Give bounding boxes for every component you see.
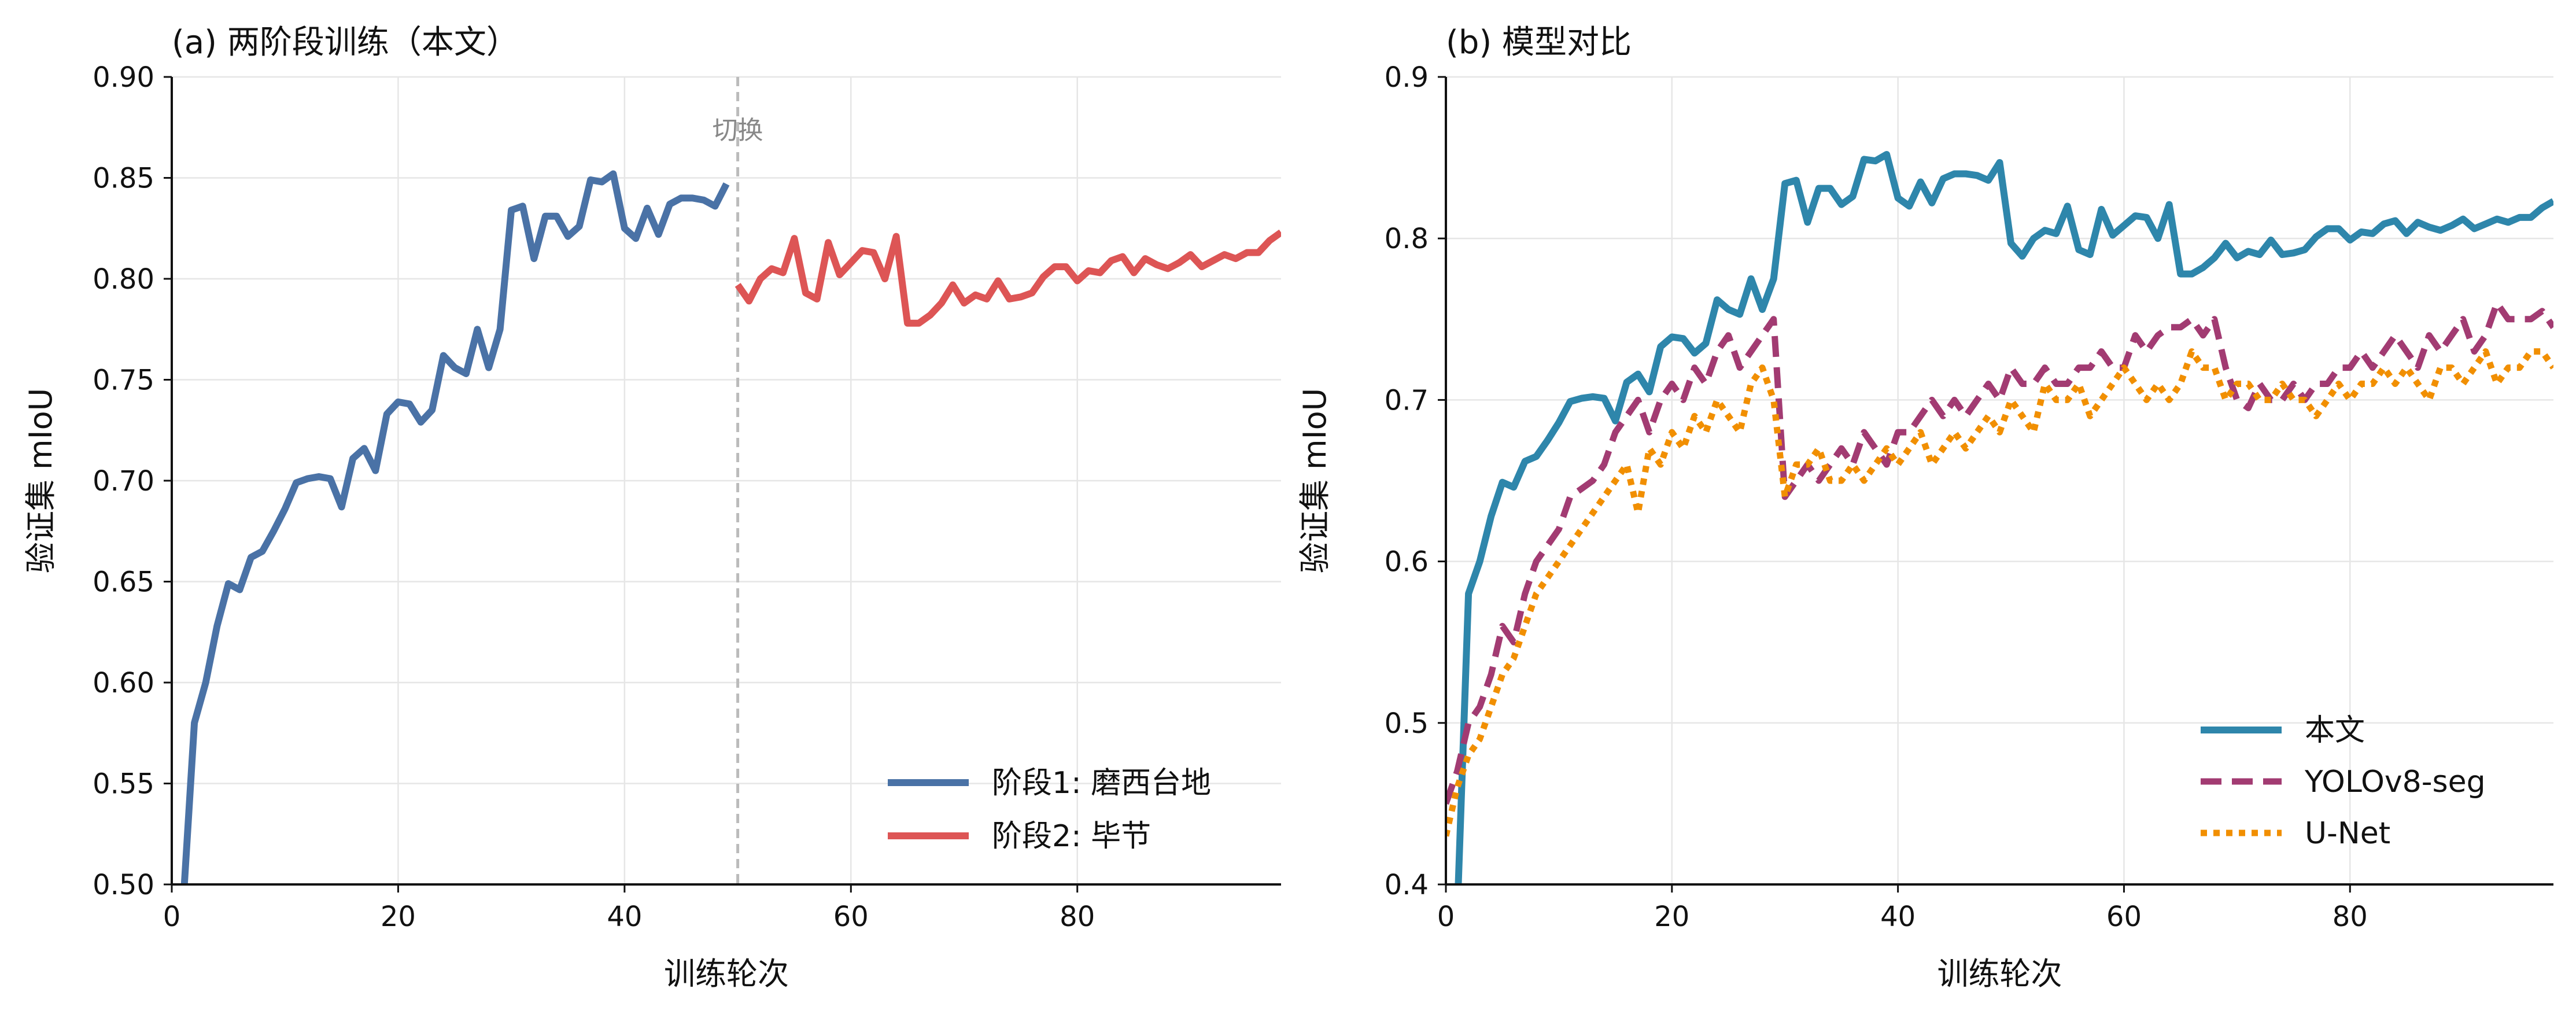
switch-annotation: 切换 [713, 116, 763, 145]
y-tick-label: 0.55 [93, 768, 154, 801]
y-tick-label: 0.6 [1385, 546, 1429, 578]
x-tick-label: 80 [1060, 901, 1095, 933]
x-tick-label: 40 [607, 901, 642, 933]
y-tick-label: 0.70 [93, 465, 154, 497]
x-tick-label: 20 [381, 901, 416, 933]
y-tick-label: 0.75 [93, 364, 154, 397]
panel-title: (a) 两阶段训练（本文） [172, 24, 519, 61]
y-tick-label: 0.60 [93, 667, 154, 699]
y-tick-label: 0.90 [93, 61, 154, 94]
x-tick-label: 20 [1654, 901, 1689, 933]
y-axis-label: 验证集 mIoU [23, 388, 59, 573]
x-tick-label: 60 [2106, 901, 2142, 933]
y-tick-label: 0.65 [93, 566, 154, 599]
series-line-2 [1446, 300, 2553, 805]
y-tick-label: 0.50 [93, 869, 154, 901]
legend-label-2: 阶段2: 毕节 [992, 819, 1151, 854]
x-axis-label: 训练轮次 [664, 956, 789, 992]
y-tick-label: 0.4 [1385, 869, 1429, 901]
x-tick-label: 0 [163, 901, 181, 933]
series-line-2 [735, 229, 1281, 327]
x-tick-label: 40 [1880, 901, 1916, 933]
y-axis-label: 验证集 mIoU [1297, 388, 1333, 573]
x-tick-label: 80 [2333, 901, 2368, 933]
legend-label-3: U-Net [2305, 816, 2390, 851]
x-tick-label: 0 [1437, 901, 1455, 933]
legend: 本文 YOLOv8-seg U-Net [2201, 713, 2486, 851]
panel-a: 切换 0 20 40 60 80 0.50 0.55 0.60 0.65 0.70 0.75 0.80 0… [23, 24, 1281, 992]
y-tick-label: 0.7 [1385, 384, 1429, 416]
y-tick-label: 0.8 [1385, 223, 1429, 255]
y-tick-label: 0.5 [1385, 707, 1429, 740]
x-tick-label: 60 [833, 901, 869, 933]
y-tick-label: 0.85 [93, 163, 154, 195]
panel-title: (b) 模型对比 [1446, 24, 1632, 61]
legend-label-2: YOLOv8-seg [2304, 765, 2486, 799]
series-line-3 [1446, 348, 2553, 837]
legend-label-1: 本文 [2305, 713, 2365, 748]
y-tick-label: 0.80 [93, 263, 154, 296]
y-tick-label: 0.9 [1385, 61, 1429, 94]
legend-label-1: 阶段1: 磨西台地 [992, 766, 1211, 801]
series-line-1 [180, 170, 730, 884]
x-axis-label: 训练轮次 [1937, 956, 2062, 992]
series-line-1 [1455, 151, 2553, 884]
